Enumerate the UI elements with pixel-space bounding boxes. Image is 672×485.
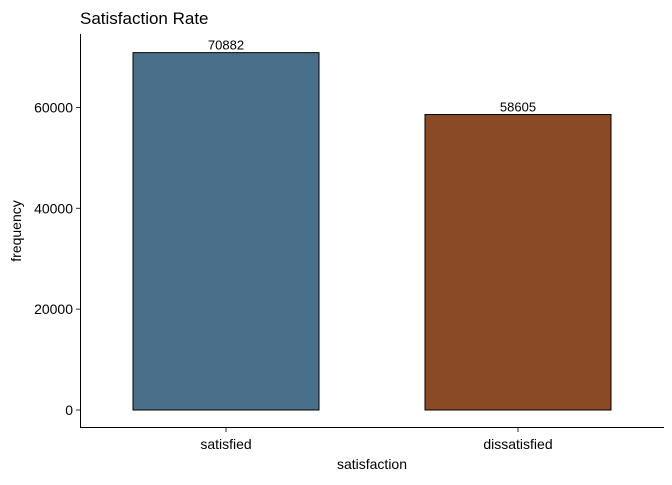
y-axis-ticks: 0 20000 40000 60000 [34, 100, 80, 418]
data-label-satisfied: 70882 [208, 38, 244, 53]
y-tick-label: 40000 [34, 200, 73, 216]
y-axis-title: frequency [8, 200, 24, 261]
x-tick-label-dissatisfied: dissatisfied [483, 436, 552, 452]
x-tick-label-satisfied: satisfied [200, 436, 251, 452]
y-tick-label: 0 [65, 402, 73, 418]
y-tick-label: 60000 [34, 100, 73, 116]
data-label-dissatisfied: 58605 [500, 100, 536, 115]
bar-dissatisfied [424, 114, 612, 411]
x-axis-ticks: satisfied dissatisfied [200, 428, 553, 452]
x-axis-title: satisfaction [337, 456, 407, 472]
chart-title: Satisfaction Rate [80, 9, 209, 28]
bars-group: 70882 58605 [132, 38, 612, 411]
bar-satisfied [132, 52, 320, 411]
y-tick-label: 20000 [34, 301, 73, 317]
